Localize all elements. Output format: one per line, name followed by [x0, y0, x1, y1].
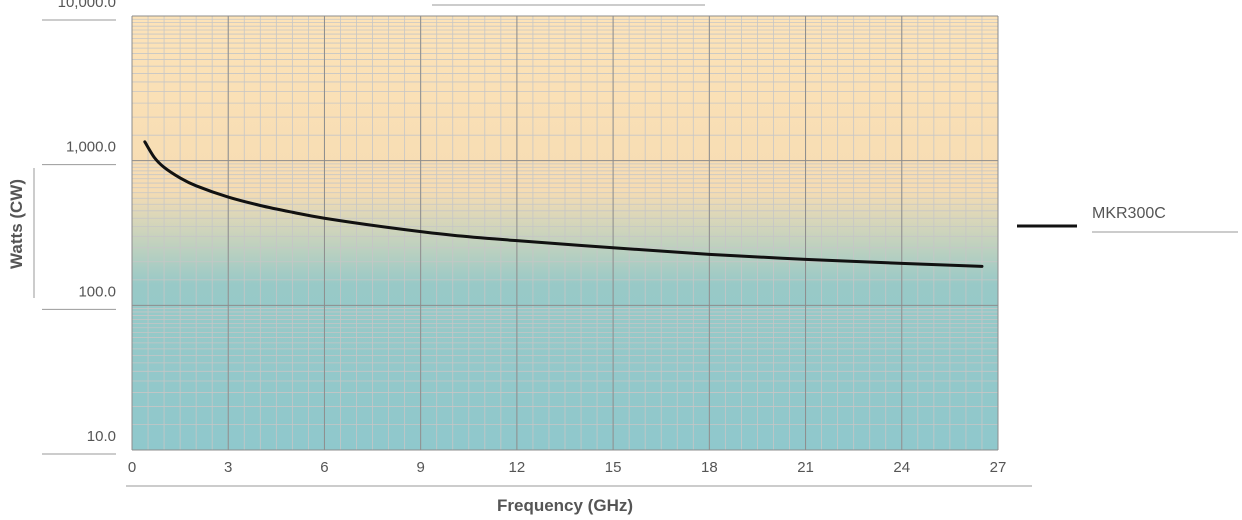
grid-minor [131, 16, 999, 450]
legend: MKR300C [1017, 205, 1238, 233]
series-line-mkr300c [143, 140, 984, 268]
x-axis: 0 3 6 9 12 15 18 21 24 27 [128, 459, 1007, 476]
x-tick-label: 9 [416, 459, 424, 476]
x-tick-label: 24 [893, 459, 910, 476]
y-axis: 10.0 100.0 1,000.0 10,000.0 [42, 0, 116, 455]
y-axis-title: Watts (CW) [7, 179, 26, 269]
y-tick-label: 1,000.0 [66, 139, 116, 156]
series-group [143, 140, 984, 268]
x-tick-label: 6 [320, 459, 328, 476]
x-tick-label: 15 [605, 459, 622, 476]
y-tick-label: 100.0 [78, 283, 116, 300]
grid-major [131, 15, 999, 451]
x-axis-title: Frequency (GHz) [497, 496, 633, 515]
x-tick-label: 21 [797, 459, 814, 476]
y-tick-label: 10,000.0 [58, 0, 116, 11]
x-tick-label: 18 [701, 459, 718, 476]
x-tick-label: 0 [128, 459, 136, 476]
y-tick-label: 10.0 [87, 428, 116, 445]
x-tick-label: 3 [224, 459, 232, 476]
x-tick-label: 27 [990, 459, 1007, 476]
legend-label-mkr300c: MKR300C [1092, 205, 1166, 222]
x-tick-label: 12 [509, 459, 526, 476]
